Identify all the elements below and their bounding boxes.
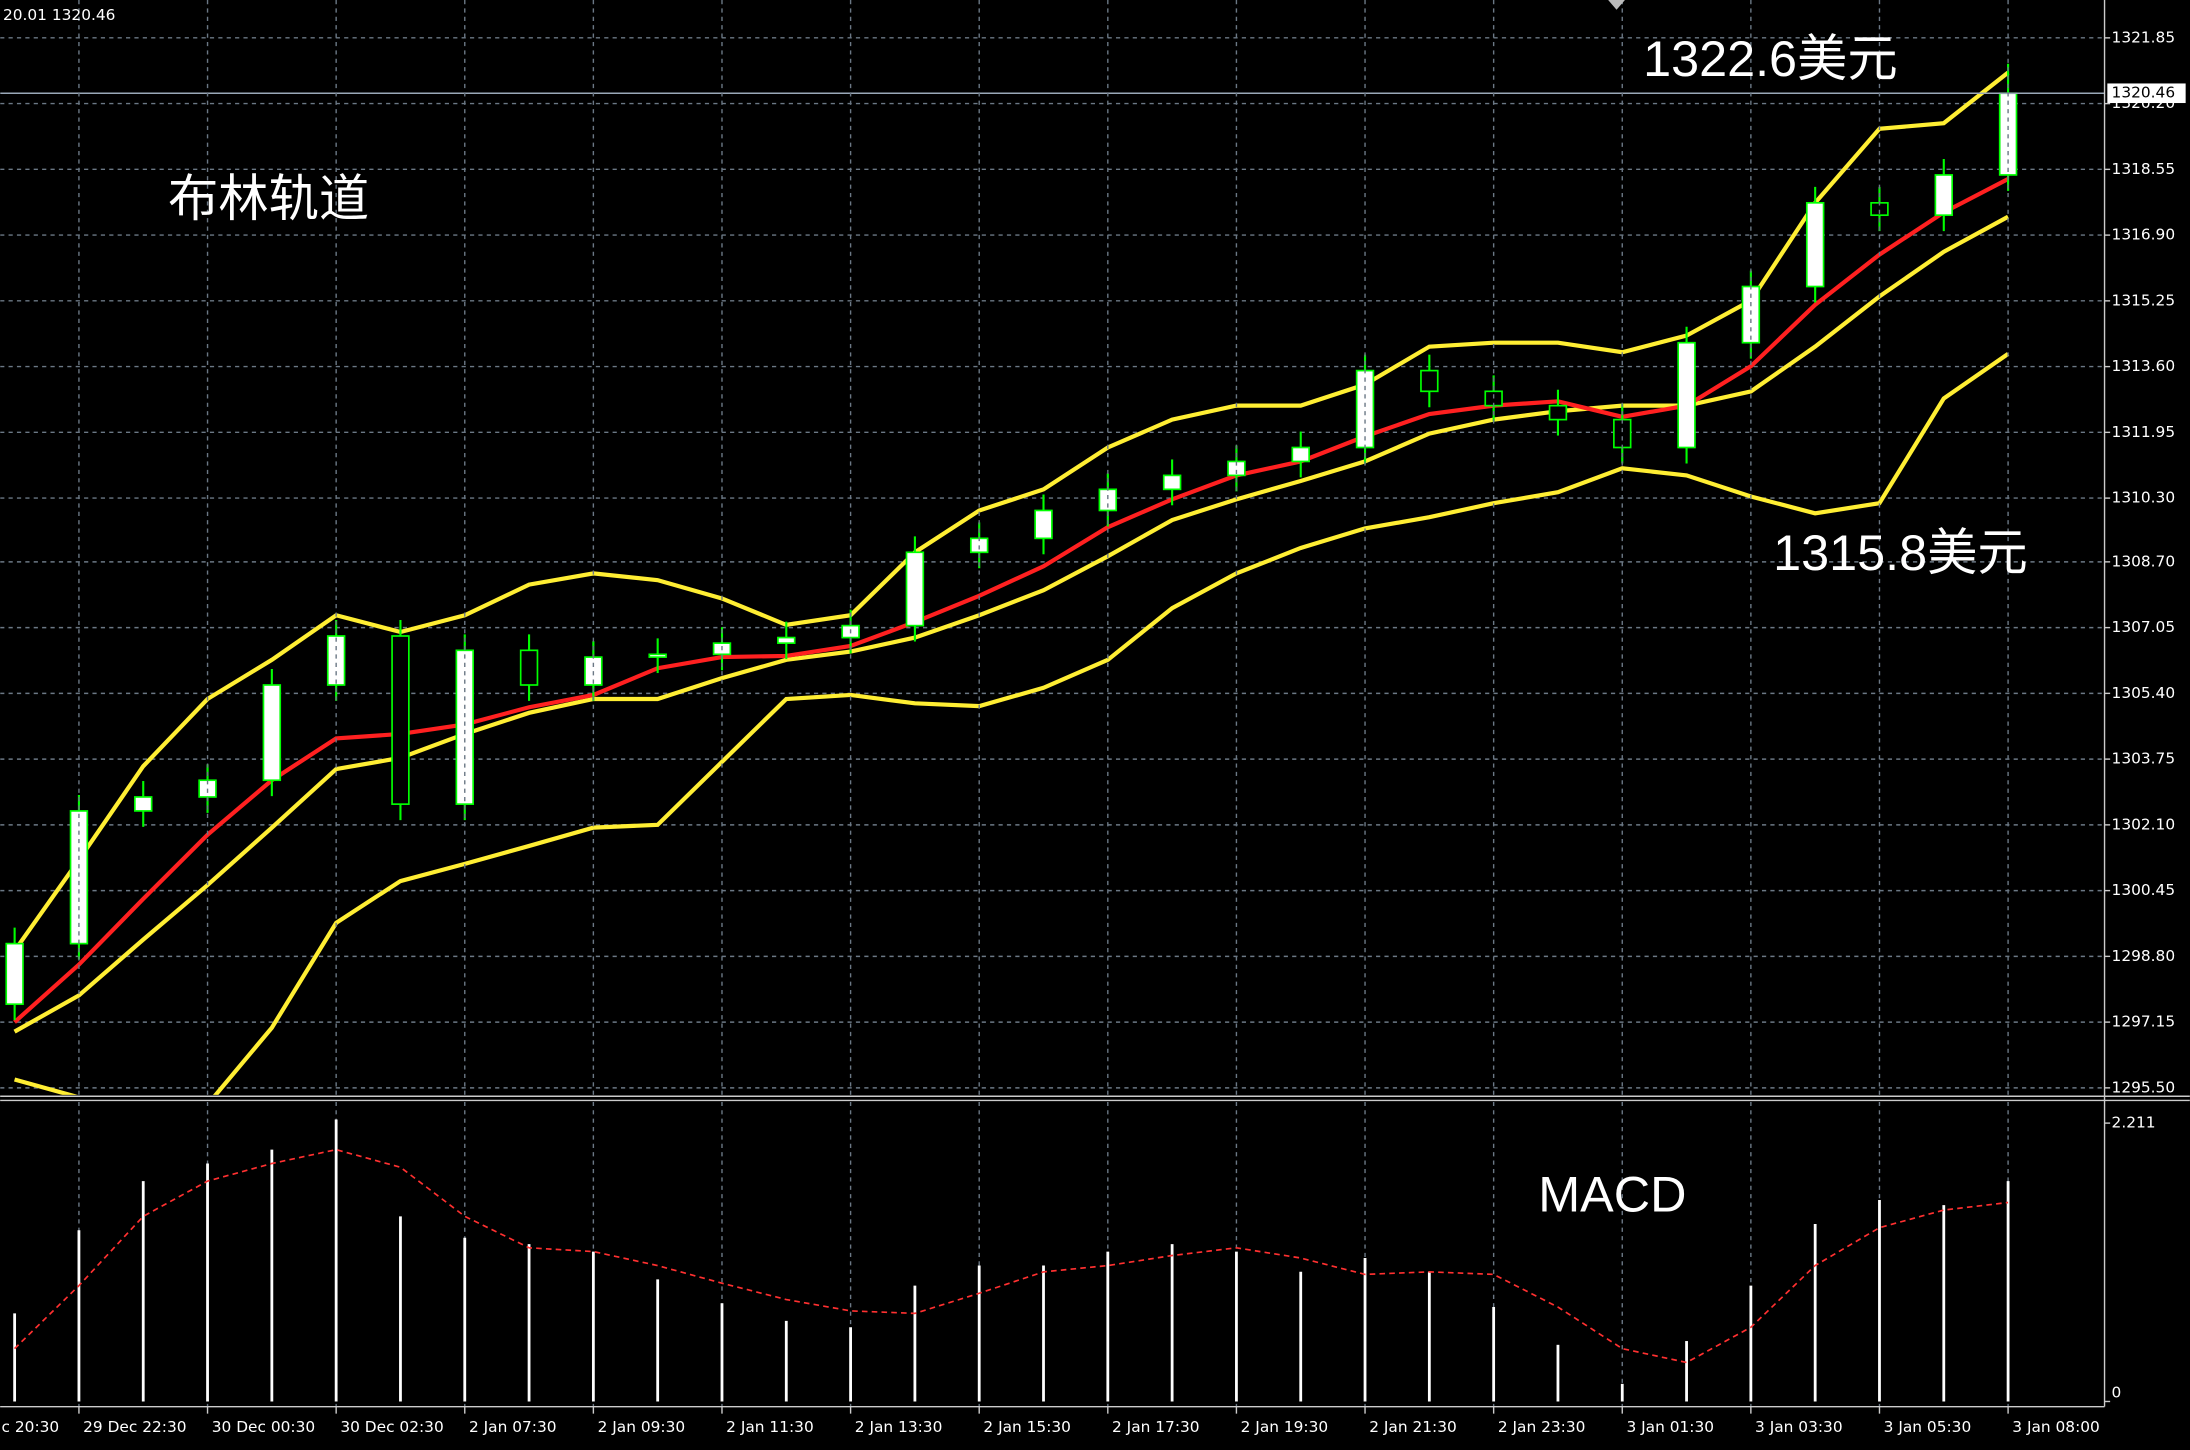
y-tick-label: 0	[2112, 1384, 2122, 1402]
annotation: 1322.6美元	[1643, 30, 1898, 87]
y-tick-label: 1303.75	[2112, 750, 2176, 768]
x-tick-label: 2 Jan 21:30	[1369, 1418, 1457, 1436]
y-tick-label: 1300.45	[2112, 881, 2176, 899]
y-tick-label: 1311.95	[2112, 423, 2176, 441]
band-line	[12, 70, 2010, 953]
x-tick-label: 2 Jan 19:30	[1241, 1418, 1329, 1436]
candle-body	[777, 636, 796, 644]
candle-body	[1355, 369, 1375, 449]
x-tick-label: 30 Dec 02:30	[340, 1418, 443, 1436]
macd-pane	[13, 1101, 2010, 1407]
x-tick-label: 3 Jan 03:30	[1755, 1418, 1843, 1436]
signal-line	[13, 1148, 2009, 1364]
candle-body	[519, 649, 539, 686]
x-tick-label: 3 Jan 01:30	[1626, 1418, 1714, 1436]
candle-body	[905, 551, 925, 627]
current-price-box	[2107, 83, 2186, 104]
annotation: 1315.8美元	[1773, 524, 2028, 581]
y-tick-label: 1316.90	[2112, 226, 2176, 244]
candle-body	[1548, 404, 1568, 421]
y-tick-label: 1315.25	[2112, 291, 2176, 309]
band-line	[13, 177, 2010, 1024]
x-tick-label: 2 Jan 07:30	[469, 1418, 557, 1436]
y-tick-label: 1318.55	[2112, 160, 2176, 178]
candle-body	[455, 649, 474, 805]
y-tick-label: 1297.15	[2112, 1013, 2176, 1031]
x-tick-label: 2 Jan 15:30	[983, 1418, 1071, 1436]
x-tick-label: 2 Jan 23:30	[1498, 1418, 1586, 1436]
candle-body	[1677, 341, 1696, 449]
candle-body	[391, 635, 410, 805]
y-tick-label: 1307.05	[2112, 618, 2176, 636]
y-tick-label: 2.211	[2112, 1114, 2156, 1132]
candle-body	[648, 653, 667, 658]
x-tick-label: 29 Dec 22:30	[83, 1418, 186, 1436]
candle-body	[1034, 509, 1053, 540]
x-tick-label: 3 Jan 05:30	[1884, 1418, 1972, 1436]
x-tick-label: 2 Jan 09:30	[598, 1418, 686, 1436]
candle-body	[134, 796, 153, 812]
y-tick-label: 1298.80	[2112, 947, 2176, 965]
candle-body	[1420, 369, 1439, 393]
x-tick-label: 2 Jan 13:30	[855, 1418, 943, 1436]
candle-body	[1805, 201, 1825, 288]
candle-body	[5, 942, 24, 1006]
overlay: 1321.851320.201318.551316.901315.251313.…	[2, 28, 2186, 1436]
y-tick-label: 1321.85	[2112, 28, 2176, 46]
marker	[1608, 0, 1625, 10]
candle-body	[262, 684, 282, 782]
candle-body	[1934, 174, 1954, 217]
header: 20.01 1320.46	[3, 6, 115, 24]
y-tick-label: 1313.60	[2112, 357, 2176, 375]
x-tick-label: 2 Jan 17:30	[1112, 1418, 1200, 1436]
candle-body	[1613, 418, 1632, 449]
main-pane	[0, 0, 2105, 1095]
candle-body	[1291, 446, 1310, 463]
current-price-label: 1320.46	[2112, 84, 2176, 102]
band-line	[13, 352, 2010, 1095]
annotation: MACD	[1538, 1166, 1686, 1223]
y-tick-label: 1310.30	[2112, 489, 2176, 507]
candle-body	[326, 635, 346, 686]
y-tick-label: 1295.50	[2112, 1078, 2176, 1096]
candle-body	[1162, 474, 1182, 491]
y-tick-label: 1302.10	[2112, 815, 2176, 833]
y-tick-label: 1305.40	[2112, 684, 2176, 702]
x-tick-label: 3 Jan 08:00	[2012, 1418, 2100, 1436]
y-tick-label: 1308.70	[2112, 552, 2176, 570]
x-tick-label: 2 Jan 11:30	[726, 1418, 814, 1436]
x-tick-label: c 20:30	[2, 1418, 60, 1436]
x-tick-label: 30 Dec 00:30	[212, 1418, 315, 1436]
annotation: 布林轨道	[168, 170, 369, 227]
